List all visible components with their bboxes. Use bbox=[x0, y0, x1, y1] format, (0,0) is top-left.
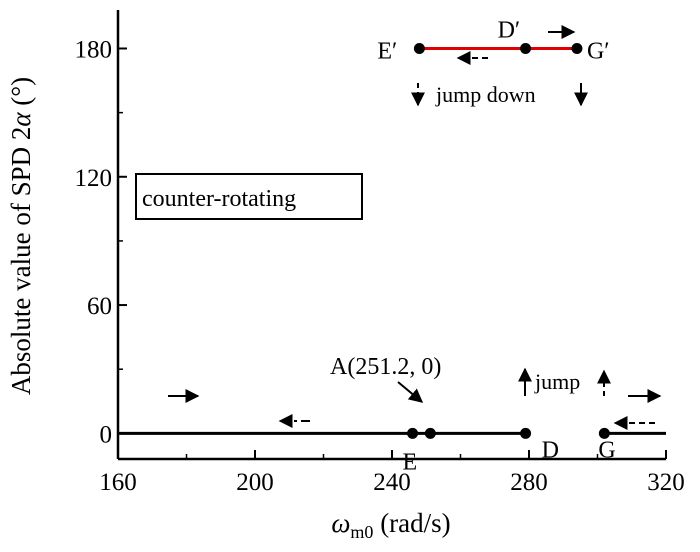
point-a-pointer bbox=[397, 381, 424, 403]
y-axis-title: Absolute value of SPD 2α (°) bbox=[6, 77, 36, 395]
y-tick-label: 120 bbox=[75, 165, 113, 192]
x-tick-label: 240 bbox=[373, 469, 411, 496]
data-point-label: G bbox=[598, 437, 615, 463]
data-point bbox=[520, 42, 532, 54]
data-point-label: E′ bbox=[377, 38, 397, 64]
x-axis-title: ωm0 (rad/s) bbox=[331, 508, 450, 542]
y-tick-label: 0 bbox=[100, 421, 113, 448]
x-tick-label: 320 bbox=[647, 469, 685, 496]
data-point bbox=[598, 427, 610, 439]
data-point bbox=[413, 42, 425, 54]
y-tick-label: 60 bbox=[87, 293, 112, 320]
x-tick-label: 160 bbox=[99, 469, 137, 496]
data-point-label: E bbox=[403, 449, 418, 475]
data-point bbox=[407, 427, 419, 439]
regime-label: counter-rotating bbox=[142, 186, 296, 212]
data-point-label: D′ bbox=[498, 17, 521, 43]
x-tick-label: 280 bbox=[510, 469, 548, 496]
axes bbox=[116, 10, 666, 461]
x-tick-label: 200 bbox=[236, 469, 274, 496]
point-a-label: A(251.2, 0) bbox=[330, 354, 441, 380]
data-point-label: G′ bbox=[587, 38, 610, 64]
y-tick-label: 180 bbox=[75, 36, 113, 63]
series-layer bbox=[118, 46, 666, 435]
data-point bbox=[571, 42, 583, 54]
ticks: 160 200 240 280 320 0 60 120 180 bbox=[75, 36, 685, 496]
data-point-label: D bbox=[542, 437, 559, 463]
jump-down-label: jump down bbox=[435, 82, 536, 107]
regime-box bbox=[135, 173, 363, 220]
points-layer: E D G E′ D′ G′ bbox=[377, 17, 615, 475]
jump-label: jump bbox=[534, 369, 580, 394]
data-point bbox=[424, 427, 436, 439]
data-point bbox=[520, 427, 532, 439]
